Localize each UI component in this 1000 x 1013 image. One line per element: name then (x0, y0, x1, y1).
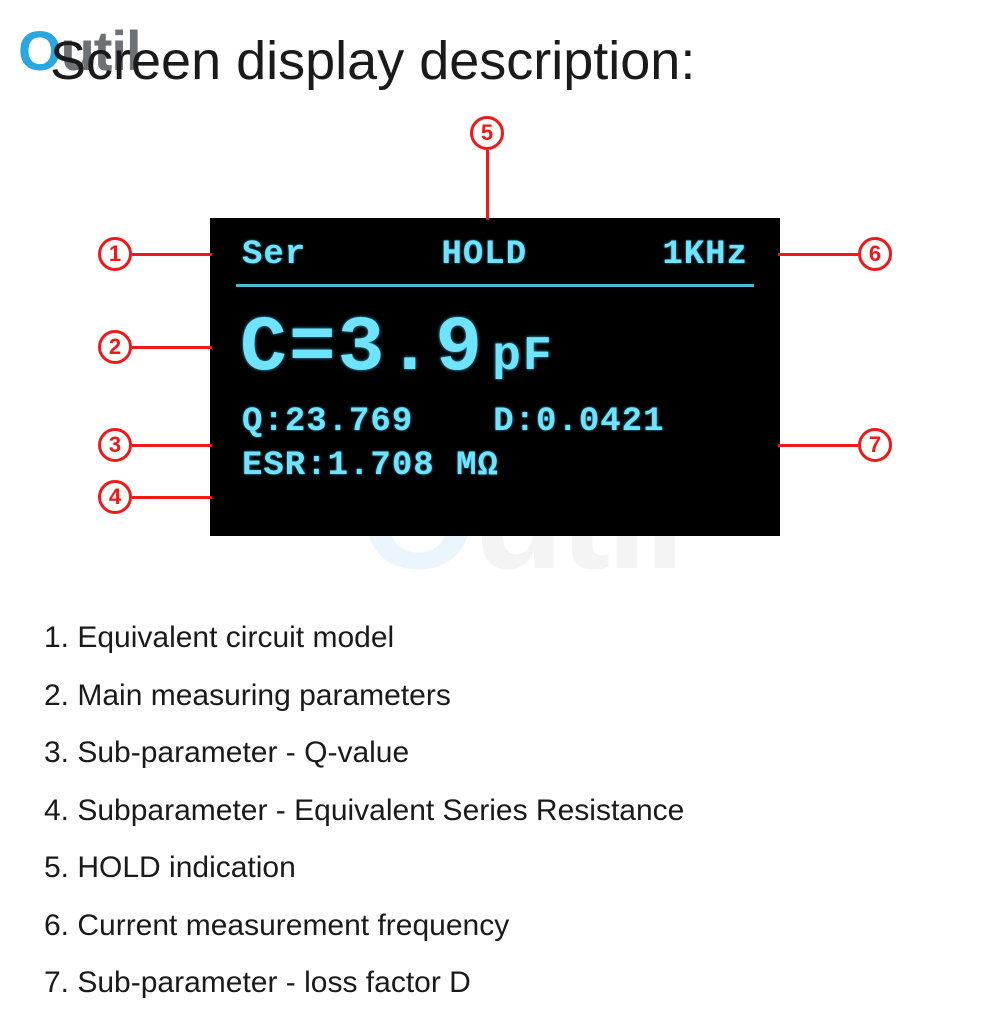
callout-line (778, 444, 858, 447)
callout-num-6: 6 (858, 237, 892, 271)
callout-2: 2 (98, 330, 212, 364)
callout-line (486, 150, 489, 220)
q-reading: Q:23.769 (242, 403, 413, 441)
callout-num-2: 2 (98, 330, 132, 364)
page-title: Screen display description: (50, 30, 695, 92)
callout-line (132, 346, 212, 349)
esr-row: ESR:1.708 MΩ (236, 441, 754, 485)
callout-1: 1 (98, 237, 212, 271)
callout-line (132, 444, 212, 447)
callout-4: 4 (98, 480, 212, 514)
callout-num-1: 1 (98, 237, 132, 271)
q-d-row: Q:23.769 D:0.0421 (236, 399, 754, 441)
callout-3: 3 (98, 428, 212, 462)
legend-item: 2. Main measuring parameters (44, 668, 684, 724)
mode-indicator: Ser (242, 236, 306, 274)
callout-num-7: 7 (858, 428, 892, 462)
callout-num-3: 3 (98, 428, 132, 462)
main-eq: = (289, 305, 338, 393)
callout-num-5: 5 (470, 116, 504, 150)
callout-line (132, 496, 212, 499)
lcr-screen: Ser HOLD 1KHz C=3.9pF Q:23.769 D:0.0421 … (210, 218, 780, 536)
legend-list: 1. Equivalent circuit model 2. Main meas… (44, 610, 684, 1013)
legend-item: 5. HOLD indication (44, 840, 684, 896)
callout-line (778, 253, 858, 256)
legend-item: 4. Subparameter - Equivalent Series Resi… (44, 783, 684, 839)
legend-item: 3. Sub-parameter - Q-value (44, 725, 684, 781)
callout-6: 6 (778, 237, 892, 271)
main-unit: pF (492, 330, 554, 384)
d-reading: D:0.0421 (493, 403, 664, 441)
callout-num-4: 4 (98, 480, 132, 514)
callout-7: 7 (778, 428, 892, 462)
legend-item: 6. Current measurement frequency (44, 898, 684, 954)
main-value: 3.9 (338, 305, 484, 393)
callout-5: 5 (470, 116, 504, 220)
main-param: C (240, 305, 289, 393)
freq-indicator: 1KHz (662, 236, 748, 274)
legend-item: 1. Equivalent circuit model (44, 610, 684, 666)
legend-item: 7. Sub-parameter - loss factor D (44, 955, 684, 1011)
lcr-screen-wrap: Ser HOLD 1KHz C=3.9pF Q:23.769 D:0.0421 … (210, 218, 780, 536)
screen-top-row: Ser HOLD 1KHz (236, 236, 754, 287)
main-measurement: C=3.9pF (236, 287, 754, 399)
hold-indicator: HOLD (441, 236, 527, 274)
callout-line (132, 253, 212, 256)
